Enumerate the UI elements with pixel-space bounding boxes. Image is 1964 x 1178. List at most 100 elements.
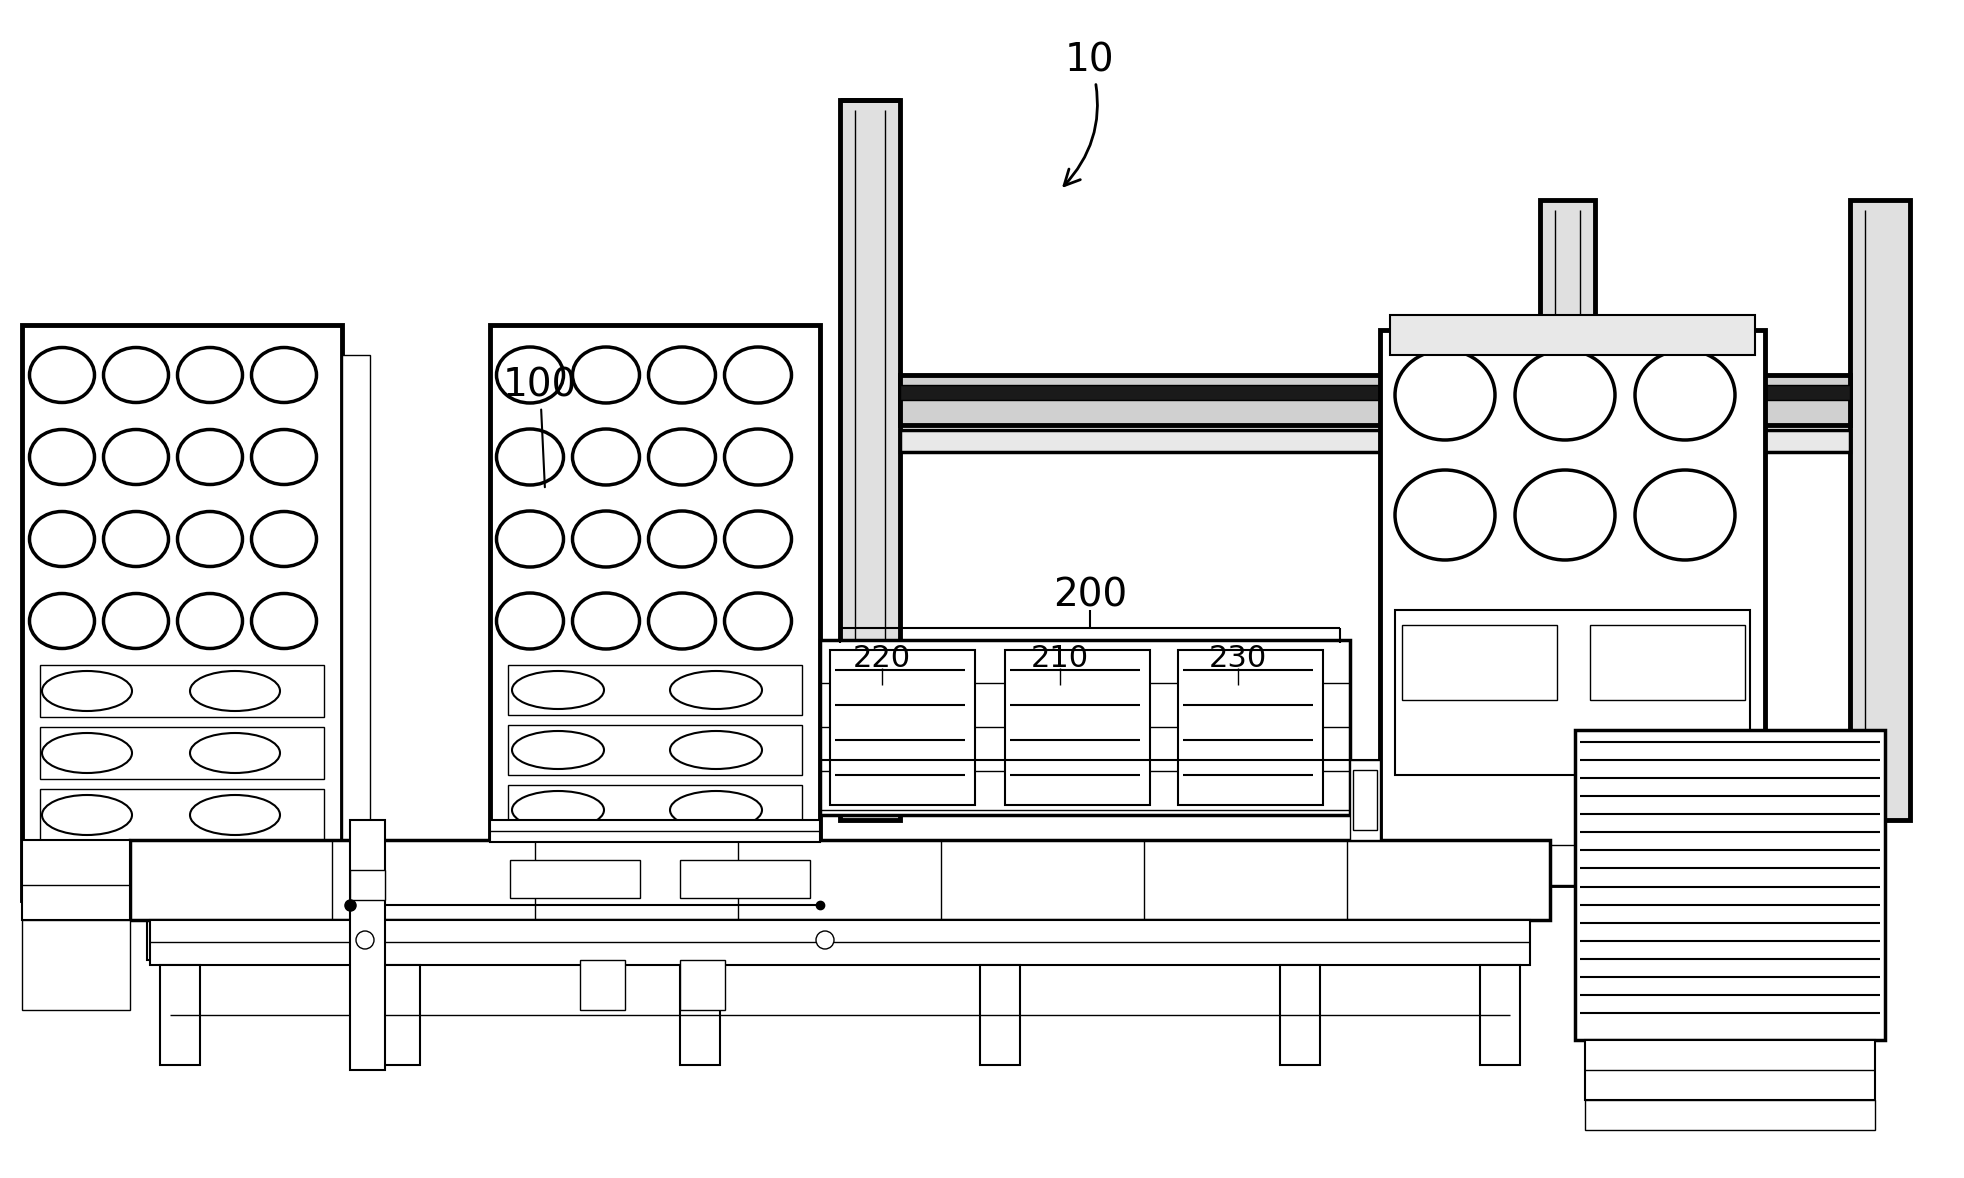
Ellipse shape xyxy=(513,732,605,769)
Ellipse shape xyxy=(670,790,762,829)
Ellipse shape xyxy=(1394,350,1495,441)
Bar xyxy=(1391,315,1756,355)
Ellipse shape xyxy=(513,671,605,709)
Bar xyxy=(900,430,1850,452)
Ellipse shape xyxy=(191,858,281,896)
Bar xyxy=(350,871,385,900)
Ellipse shape xyxy=(648,593,715,649)
Bar xyxy=(1585,1040,1876,1100)
Ellipse shape xyxy=(648,348,715,403)
Ellipse shape xyxy=(572,429,640,485)
Ellipse shape xyxy=(251,511,316,567)
Bar xyxy=(39,789,324,841)
Bar xyxy=(1585,1100,1876,1130)
Text: 200: 200 xyxy=(1053,576,1127,614)
Bar xyxy=(251,900,302,960)
Bar xyxy=(680,960,725,1010)
Text: 10: 10 xyxy=(1064,41,1116,186)
Ellipse shape xyxy=(670,851,762,889)
Bar xyxy=(1394,610,1750,775)
Ellipse shape xyxy=(725,511,791,567)
Ellipse shape xyxy=(41,795,132,835)
Bar xyxy=(489,325,821,900)
Bar xyxy=(1850,200,1911,820)
Bar xyxy=(727,900,778,958)
Bar xyxy=(831,650,974,805)
Ellipse shape xyxy=(513,790,605,829)
Ellipse shape xyxy=(670,671,762,709)
Bar xyxy=(27,851,338,900)
Ellipse shape xyxy=(497,511,564,567)
Ellipse shape xyxy=(41,733,132,773)
Bar xyxy=(509,724,801,775)
Text: 100: 100 xyxy=(503,366,577,488)
Ellipse shape xyxy=(355,931,373,949)
Bar xyxy=(1349,760,1381,840)
Ellipse shape xyxy=(251,430,316,484)
Ellipse shape xyxy=(29,511,94,567)
Ellipse shape xyxy=(104,511,169,567)
Bar xyxy=(1481,965,1520,1065)
Bar xyxy=(39,851,324,904)
Ellipse shape xyxy=(177,348,242,403)
Ellipse shape xyxy=(725,348,791,403)
Bar xyxy=(495,852,815,900)
Bar xyxy=(350,820,385,1070)
Ellipse shape xyxy=(497,593,564,649)
Ellipse shape xyxy=(815,931,835,949)
Bar xyxy=(22,920,130,1010)
Ellipse shape xyxy=(725,429,791,485)
Ellipse shape xyxy=(251,594,316,649)
Bar xyxy=(39,666,324,717)
Bar xyxy=(821,640,1349,815)
Bar xyxy=(900,375,1850,425)
Bar xyxy=(489,820,821,842)
Ellipse shape xyxy=(497,429,564,485)
Ellipse shape xyxy=(572,593,640,649)
Ellipse shape xyxy=(104,594,169,649)
Ellipse shape xyxy=(191,795,281,835)
Text: 210: 210 xyxy=(1031,643,1090,673)
Bar xyxy=(1281,965,1320,1065)
Bar xyxy=(579,960,625,1010)
Bar xyxy=(509,845,801,895)
Ellipse shape xyxy=(191,733,281,773)
Ellipse shape xyxy=(251,348,316,403)
Bar xyxy=(41,900,92,960)
Ellipse shape xyxy=(41,671,132,712)
Ellipse shape xyxy=(1634,470,1734,560)
Bar xyxy=(130,840,1550,920)
Bar xyxy=(1575,730,1885,1040)
Ellipse shape xyxy=(572,348,640,403)
Ellipse shape xyxy=(670,732,762,769)
Bar xyxy=(1540,200,1595,820)
Ellipse shape xyxy=(1634,350,1734,441)
Ellipse shape xyxy=(29,594,94,649)
Bar xyxy=(1524,845,1595,885)
Bar xyxy=(379,965,420,1065)
Ellipse shape xyxy=(513,851,605,889)
Bar xyxy=(39,727,324,779)
Bar xyxy=(1006,650,1151,805)
Ellipse shape xyxy=(104,430,169,484)
Ellipse shape xyxy=(41,858,132,896)
Ellipse shape xyxy=(177,430,242,484)
Ellipse shape xyxy=(191,671,281,712)
Bar xyxy=(1640,845,1711,885)
Bar xyxy=(680,965,721,1065)
Bar xyxy=(149,920,1530,965)
Bar xyxy=(22,840,130,920)
Ellipse shape xyxy=(648,429,715,485)
Ellipse shape xyxy=(1514,470,1614,560)
Ellipse shape xyxy=(104,348,169,403)
Bar xyxy=(342,355,369,871)
Bar xyxy=(22,325,342,900)
Bar xyxy=(980,965,1019,1065)
Ellipse shape xyxy=(572,511,640,567)
Ellipse shape xyxy=(177,594,242,649)
Bar xyxy=(619,900,670,958)
Bar xyxy=(841,100,900,820)
Ellipse shape xyxy=(648,511,715,567)
Bar xyxy=(1410,845,1481,885)
Ellipse shape xyxy=(29,348,94,403)
